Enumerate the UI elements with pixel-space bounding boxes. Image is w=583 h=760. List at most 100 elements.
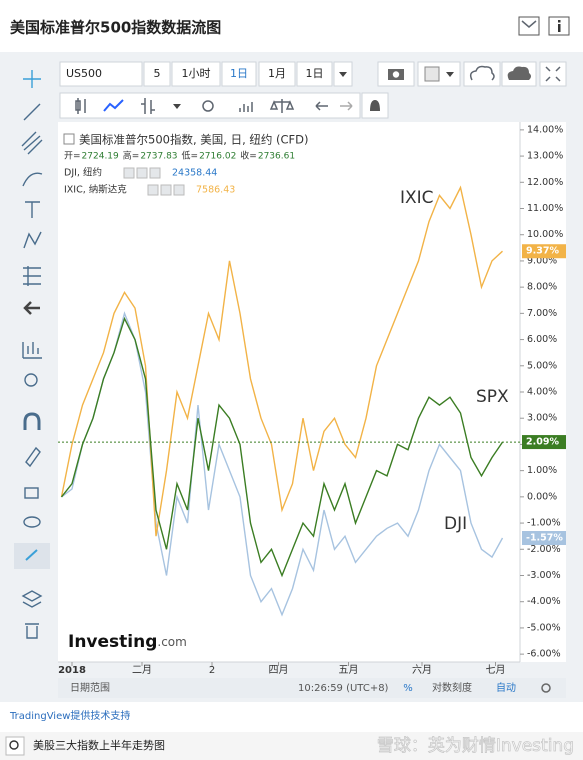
text-tool[interactable] (25, 201, 40, 218)
redo-icon[interactable] (340, 101, 353, 111)
y-tick-label: -6.00% (527, 649, 561, 660)
x-tick-label: 六月 (412, 664, 432, 676)
fib-tool[interactable] (23, 266, 41, 286)
measure-tool[interactable] (22, 342, 42, 359)
legend-value: 24358.44 (172, 168, 217, 179)
caption-bar (0, 732, 583, 760)
mail-icon[interactable] (518, 16, 540, 36)
logo: Investing.com (68, 632, 187, 652)
y-tick-label: 3.00% (527, 413, 557, 424)
compare-icon[interactable] (269, 99, 295, 113)
credit[interactable]: TradingView提供技术支持 (9, 709, 130, 722)
settings-icon[interactable] (202, 100, 214, 112)
y-tick-label: -2.00% (527, 544, 561, 555)
caption: 美股三大指数上半年走势图 (33, 738, 165, 752)
x-tick-label: 2 (209, 665, 215, 676)
undo-icon[interactable] (315, 101, 328, 111)
info-icon[interactable] (548, 16, 570, 36)
percent-toggle[interactable]: % (403, 683, 413, 694)
interval-button[interactable] (221, 61, 257, 87)
visibility-tool[interactable] (23, 516, 41, 528)
y-tick-label: -4.00% (527, 596, 561, 607)
last-value-label: -1.57% (526, 533, 563, 544)
tool-group (59, 92, 361, 119)
x-tick-label: 四月 (269, 664, 289, 676)
candle-icon[interactable] (75, 98, 86, 114)
last-value-box (522, 531, 566, 546)
back-tool[interactable] (23, 301, 40, 315)
symbol: US500 (66, 67, 102, 80)
dropdown-arrow (339, 72, 347, 77)
date-range[interactable]: 日期范围 (70, 681, 110, 694)
bottom-settings[interactable] (541, 683, 551, 693)
color-arrow (446, 72, 454, 77)
bars-icon[interactable] (239, 102, 253, 112)
legend-name: IXIC, 纳斯达克 (64, 184, 127, 196)
series-line (60, 185, 503, 537)
pitchfork-tool[interactable] (21, 131, 43, 155)
brush-tool[interactable] (22, 172, 43, 187)
interval-button[interactable] (296, 61, 333, 87)
y-tick-label: 4.00% (527, 387, 557, 398)
y-tick-label: 1.00% (527, 465, 557, 476)
pattern-tool[interactable] (23, 231, 42, 249)
y-tick-label: 12.00% (527, 177, 563, 188)
lock-drawing-tool[interactable] (25, 446, 41, 468)
interval: 5 (154, 67, 161, 80)
zoom-button[interactable] (5, 736, 25, 756)
y-tick-label: 6.00% (527, 334, 557, 345)
legend-button[interactable] (160, 184, 172, 196)
legend-button[interactable] (147, 184, 159, 196)
load-button[interactable] (463, 61, 501, 87)
crosshair-tool[interactable] (23, 70, 41, 88)
series-annotation: SPX (476, 387, 509, 407)
logo-main: Investing (68, 632, 157, 652)
legend-button[interactable] (173, 184, 185, 196)
last-value-label: 2.09% (526, 437, 559, 448)
fullscreen-button[interactable] (539, 61, 567, 87)
trend-tool[interactable] (23, 103, 41, 121)
link-tool[interactable] (25, 549, 38, 561)
clock: 10:26:59 (UTC+8) (298, 683, 389, 694)
ohlc-value: 2737.83 (140, 152, 177, 162)
sidebar (14, 70, 50, 639)
y-tick-label: -3.00% (527, 570, 561, 581)
ohlc-label: 高= (123, 150, 140, 162)
ohlc-value: 2736.61 (258, 152, 295, 162)
last-value-label: 9.37% (526, 246, 559, 257)
auto-toggle[interactable]: 自动 (496, 681, 516, 694)
line-icon[interactable] (103, 99, 124, 112)
series-annotation: IXIC (400, 188, 434, 208)
magnet-tool[interactable] (23, 412, 41, 430)
legend-value: 7586.43 (196, 185, 235, 196)
log-toggle[interactable]: 对数刻度 (432, 681, 472, 694)
x-tick-label: 2018 (58, 665, 86, 676)
symbol-box[interactable] (59, 61, 143, 87)
x-tick-label: 七月 (486, 664, 506, 676)
logo-suffix: .com (157, 635, 186, 649)
bottom-bar (58, 678, 566, 698)
interval-box[interactable] (143, 61, 171, 87)
link-tool-bg[interactable] (14, 543, 50, 569)
series-annotation: DJI (444, 514, 467, 534)
y-tick-label: 7.00% (527, 308, 557, 319)
interval-label: 1小时 (182, 67, 211, 80)
interval-button[interactable] (171, 61, 221, 87)
y-tick-label: 11.00% (527, 203, 563, 214)
legend-title: 美国标准普尔500指数, 美国, 日, 纽约 (CFD) (79, 133, 309, 147)
legend-collapse[interactable] (63, 133, 75, 145)
ohlc-label: 开= (64, 151, 81, 162)
y-tick-label: 14.00% (527, 124, 563, 135)
y-tick-label: 5.00% (527, 360, 557, 371)
fullscreen-icon (545, 66, 561, 82)
series-line (60, 316, 504, 578)
interval-button[interactable] (258, 61, 296, 87)
zoom-tool[interactable] (24, 373, 38, 387)
legend-button[interactable] (123, 167, 135, 179)
legend-button[interactable] (149, 167, 161, 179)
layers-tool[interactable] (21, 590, 43, 608)
indicator-icon[interactable] (141, 98, 155, 114)
lock-tool[interactable] (24, 487, 39, 499)
delete-tool[interactable] (25, 623, 39, 639)
legend-button[interactable] (136, 167, 148, 179)
